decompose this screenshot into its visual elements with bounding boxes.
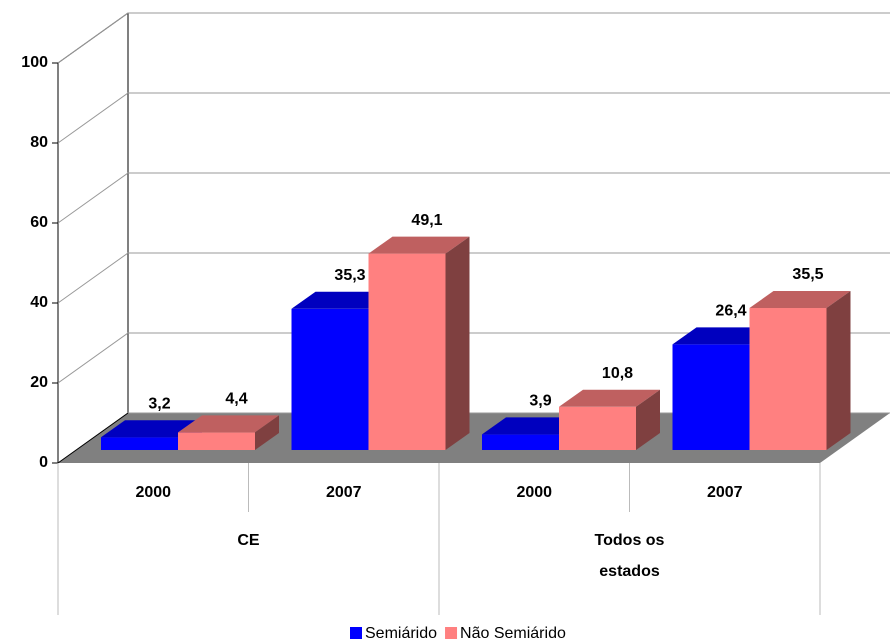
y-tick-label: 20 <box>30 374 48 391</box>
value-label: 35,5 <box>792 266 823 283</box>
value-label: 35,3 <box>334 267 365 284</box>
bar <box>178 415 279 450</box>
x-tick-label: 2007 <box>707 484 743 501</box>
bar-front <box>482 434 559 450</box>
bar-front <box>559 406 636 450</box>
x-tick-label: 2007 <box>326 484 362 501</box>
bar-top <box>482 417 583 435</box>
grid-line <box>57 92 890 144</box>
grid-line <box>57 12 890 64</box>
value-label: 26,4 <box>715 303 746 320</box>
bar-top <box>559 389 660 407</box>
bar-front <box>749 308 827 450</box>
bar <box>559 389 660 450</box>
group-label: CE <box>237 532 260 549</box>
legend-label: Semiárido <box>365 625 437 642</box>
floor-edge <box>57 412 129 464</box>
y-tick-label: 100 <box>21 54 48 71</box>
bar <box>368 236 470 450</box>
bar-front <box>368 253 446 450</box>
value-label: 4,4 <box>225 391 247 408</box>
legend-label: Não Semiárido <box>460 625 566 642</box>
bar-top <box>749 291 851 308</box>
y-tick-label: 80 <box>30 134 48 151</box>
value-label: 10,8 <box>602 365 633 382</box>
bar-front <box>101 437 178 450</box>
y-tick-label: 60 <box>30 214 48 231</box>
grid-line <box>57 252 890 304</box>
bar-front <box>178 432 255 450</box>
bar-side <box>445 236 470 450</box>
bar-top <box>368 236 470 254</box>
x-tick-label: 2000 <box>135 484 171 501</box>
grid-line <box>57 172 890 224</box>
bar-front <box>291 308 369 450</box>
grid-line <box>57 332 890 384</box>
bar-top <box>672 327 774 345</box>
y-tick-label: 0 <box>39 454 48 471</box>
bar <box>749 291 851 450</box>
group-label: Todos os estados <box>595 532 665 580</box>
bar-top <box>178 415 279 433</box>
bar-side <box>255 415 279 450</box>
legend-swatch <box>350 627 362 639</box>
x-tick-label: 2000 <box>516 484 552 501</box>
value-label: 3,9 <box>529 393 551 410</box>
y-tick-label: 40 <box>30 294 48 311</box>
bar-top <box>291 291 393 309</box>
value-label: 49,1 <box>411 212 442 229</box>
value-label: 3,2 <box>148 395 170 412</box>
bar <box>482 417 583 450</box>
bar-front <box>672 344 750 450</box>
bar-side <box>636 389 660 450</box>
legend-swatch <box>445 627 458 639</box>
bar-top <box>101 420 202 438</box>
bar-side <box>826 291 851 450</box>
